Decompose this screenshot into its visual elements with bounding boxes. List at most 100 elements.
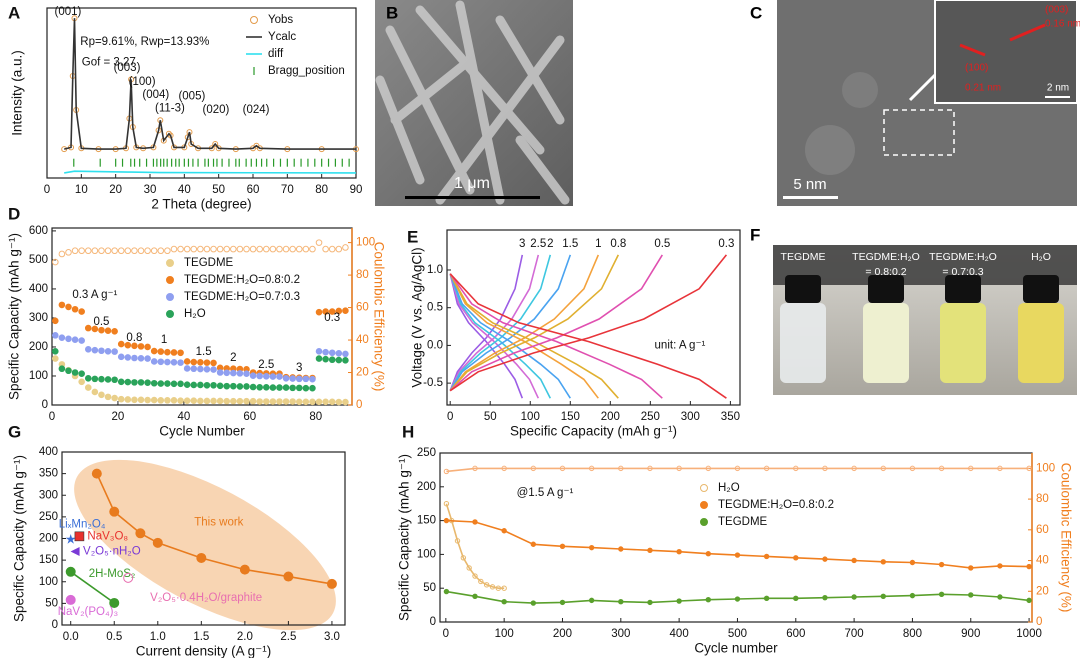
marker (223, 245, 231, 253)
marker (822, 465, 828, 472)
marker (289, 375, 296, 382)
y2-tick-label: 20 (1036, 585, 1049, 597)
x-tick-label: 150 (561, 411, 580, 423)
zoom-arrow (908, 73, 937, 102)
x-tick-label: 800 (903, 628, 922, 640)
marker (647, 547, 653, 554)
marker (289, 398, 296, 405)
marker (328, 308, 336, 315)
annotation: (005) (178, 90, 205, 102)
annotation: 3 (296, 362, 302, 374)
marker (342, 350, 349, 358)
series-line (64, 18, 356, 150)
marker (197, 359, 204, 366)
marker (131, 354, 138, 362)
legend-label: TEGDME:H₂O=0.8:0.2 (718, 499, 834, 511)
marker (647, 599, 653, 606)
y-tick-label: 200 (39, 533, 58, 545)
marker (84, 384, 92, 391)
marker (997, 563, 1003, 569)
marker (289, 384, 296, 392)
marker (111, 376, 118, 384)
marker (276, 384, 283, 391)
marker (65, 367, 72, 375)
zoom-box (883, 109, 955, 156)
marker (170, 380, 178, 388)
x-tick-label: 350 (721, 411, 740, 423)
series-label: 1 (595, 238, 601, 250)
plot-frame (446, 229, 741, 406)
marker (326, 578, 337, 589)
series-line (449, 254, 620, 399)
marker (676, 598, 682, 604)
marker (269, 398, 277, 405)
annotation: (001) (55, 6, 82, 18)
marker (880, 593, 886, 600)
marker (190, 358, 198, 366)
x-tick-label: 0 (443, 628, 449, 640)
vial-label: TEGDME:H₂O (852, 251, 920, 263)
x-tick-label: 900 (961, 628, 980, 640)
marker (98, 375, 105, 383)
x-tick-label: 0 (447, 411, 453, 423)
marker (501, 528, 507, 534)
marker (104, 348, 112, 355)
marker (269, 373, 277, 380)
marker (302, 398, 310, 406)
marker (203, 397, 211, 405)
marker (210, 245, 217, 253)
marker (51, 355, 59, 362)
y-tick-label: 600 (29, 225, 48, 237)
marker (216, 245, 224, 253)
annotation: (004) (142, 89, 169, 101)
panel-label: E (407, 227, 418, 246)
marker (164, 397, 171, 404)
series-line (449, 254, 572, 399)
marker (111, 327, 118, 335)
marker (276, 373, 283, 380)
marker (91, 468, 102, 479)
marker (216, 382, 224, 390)
annotation: unit: A g⁻¹ (655, 339, 706, 351)
marker (111, 348, 118, 355)
marker (91, 247, 99, 255)
marker (117, 247, 125, 255)
x-tick-label: 30 (144, 184, 157, 196)
y-tick-label: 50 (423, 582, 436, 594)
x-tick-label: 700 (845, 628, 864, 640)
legend-swatch (700, 518, 708, 526)
annotation: Rp=9.61%, Rwp=13.93% (80, 36, 209, 48)
x-tick-label: 600 (786, 628, 805, 640)
marker (131, 396, 138, 404)
y2-tick-label: 100 (1036, 462, 1055, 474)
marker (144, 355, 151, 362)
marker (851, 557, 857, 564)
marker (618, 465, 624, 472)
marker (212, 141, 219, 147)
x-tick-label: 400 (670, 628, 689, 640)
legend-swatch (166, 276, 174, 284)
fringe-spacing: 0.21 nm (965, 83, 1001, 94)
x-tick-label: 300 (611, 628, 630, 640)
marker (51, 332, 59, 339)
legend-label: TEGDME:H₂O=0.7:0.3 (184, 291, 300, 303)
y2-tick-label: 0 (1036, 616, 1042, 628)
marker (91, 325, 99, 333)
marker (177, 245, 184, 253)
marker (335, 398, 343, 406)
x-tick-label: 300 (681, 411, 700, 423)
marker (157, 358, 165, 366)
y-tick-label: 1.0 (427, 264, 443, 276)
marker (84, 375, 92, 382)
marker (124, 354, 132, 361)
marker (210, 381, 217, 389)
marker (65, 534, 76, 544)
marker (84, 247, 92, 255)
series-label: LiₓMn₂O₄ (59, 518, 106, 530)
series-label: NaV₂(PO₄)₃ (58, 606, 119, 618)
marker (78, 247, 85, 255)
x-axis-title: 2 Theta (degree) (151, 197, 251, 212)
y2-axis-title: Coulombic Efficiency (%) (1058, 463, 1073, 613)
marker (559, 599, 566, 606)
marker (124, 341, 132, 349)
